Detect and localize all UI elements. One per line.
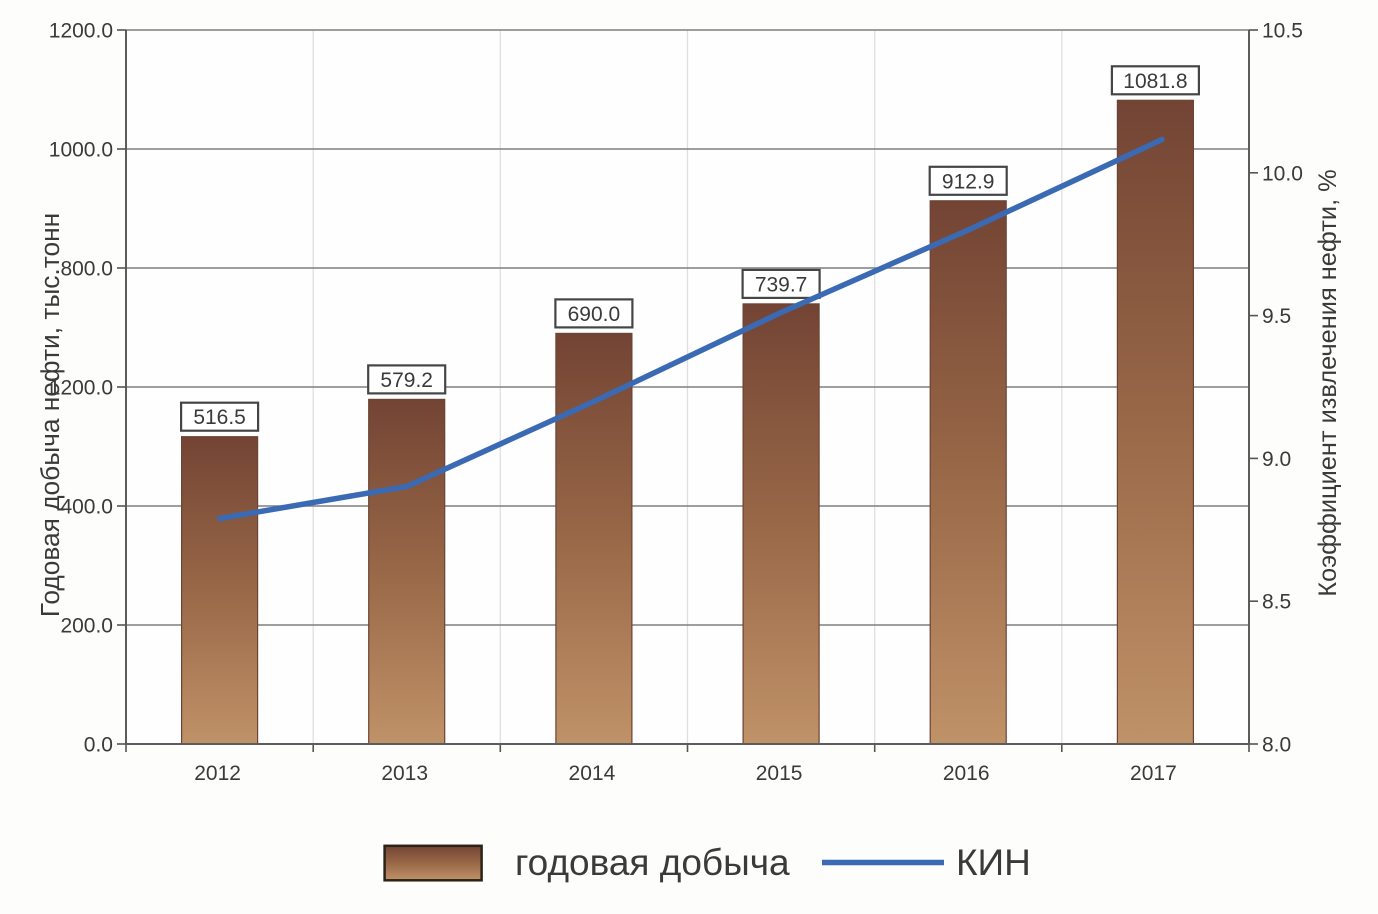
svg-text:2017: 2017 xyxy=(1130,762,1177,785)
svg-text:739.7: 739.7 xyxy=(755,273,808,296)
svg-text:2015: 2015 xyxy=(756,762,803,785)
svg-text:8.0: 8.0 xyxy=(1262,734,1291,757)
svg-text:2016: 2016 xyxy=(943,762,990,785)
svg-text:2013: 2013 xyxy=(381,762,428,785)
svg-text:1081.8: 1081.8 xyxy=(1123,70,1187,93)
svg-text:КИН: КИН xyxy=(956,842,1031,883)
svg-text:2012: 2012 xyxy=(194,762,241,785)
svg-text:8.5: 8.5 xyxy=(1262,591,1291,614)
svg-text:9.5: 9.5 xyxy=(1262,305,1291,328)
svg-text:1200.0: 1200.0 xyxy=(49,377,113,400)
svg-text:1000.0: 1000.0 xyxy=(49,139,113,162)
svg-text:Годовая добыча нефти, тыс.тонн: Годовая добыча нефти, тыс.тонн xyxy=(35,213,65,617)
svg-text:516.5: 516.5 xyxy=(193,406,246,429)
svg-text:9.0: 9.0 xyxy=(1262,448,1291,471)
svg-text:годовая добыча: годовая добыча xyxy=(515,842,790,883)
svg-text:579.2: 579.2 xyxy=(380,369,433,392)
svg-text:1200.0: 1200.0 xyxy=(49,20,113,43)
svg-text:Коэффициент извлечения нефти,: Коэффициент извлечения нефти, % xyxy=(1314,169,1342,597)
svg-text:400.0: 400.0 xyxy=(60,496,113,519)
svg-text:200.0: 200.0 xyxy=(60,615,113,638)
svg-text:800.0: 800.0 xyxy=(60,258,113,281)
svg-text:2014: 2014 xyxy=(569,762,616,785)
svg-text:10.0: 10.0 xyxy=(1262,162,1303,185)
svg-text:0.0: 0.0 xyxy=(84,734,113,757)
svg-text:690.0: 690.0 xyxy=(568,303,621,326)
svg-text:10.5: 10.5 xyxy=(1262,20,1303,43)
svg-text:912.9: 912.9 xyxy=(942,170,995,193)
